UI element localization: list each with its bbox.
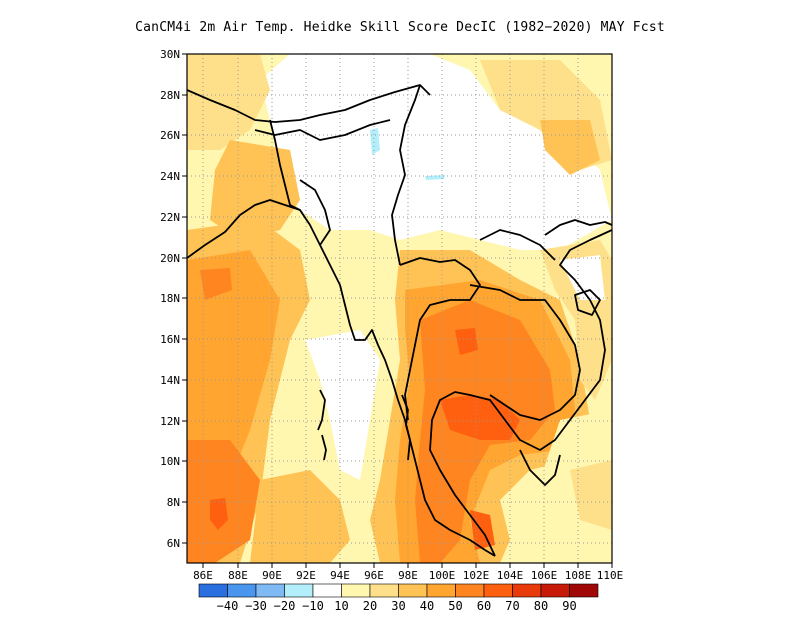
lat-labels: 6N 8N 10N 12N 14N 16N 18N 20N 22N 24N 26…: [160, 48, 180, 550]
lon-label: 106E: [531, 569, 558, 582]
coastlines-borders: [187, 84, 612, 557]
map-title: CanCM4i 2m Air Temp. Heidke Skill Score …: [135, 20, 665, 35]
lon-label: 96E: [364, 569, 384, 582]
colorbar-swatch: [483, 583, 513, 598]
colorbar-swatch: [398, 583, 428, 598]
colorbar-swatch: [540, 583, 570, 598]
lon-label: 98E: [398, 569, 418, 582]
lon-label: 110E: [597, 569, 624, 582]
colorbar-swatch: [569, 583, 599, 598]
colorbar-label: 20: [363, 599, 377, 613]
lon-label: 92E: [296, 569, 316, 582]
lat-label: 18N: [160, 292, 180, 305]
colorbar-label: 80: [534, 599, 548, 613]
lon-label: 108E: [565, 569, 592, 582]
lon-label: 94E: [330, 569, 350, 582]
lon-label: 86E: [193, 569, 213, 582]
colorbar-label: −30: [245, 599, 267, 613]
lat-label: 30N: [160, 48, 180, 61]
colorbar-label: 70: [505, 599, 519, 613]
colorbar-swatch: [312, 583, 342, 598]
lon-label: 88E: [228, 569, 248, 582]
colorbar-label: 30: [391, 599, 405, 613]
lat-label: 8N: [167, 496, 180, 509]
lat-label: 22N: [160, 211, 180, 224]
lon-labels: 86E 88E 90E 92E 94E 96E 98E 100E 102E 10…: [193, 569, 623, 582]
colorbar-label: −40: [217, 599, 239, 613]
colorbar-swatch: [426, 583, 456, 598]
lat-label: 28N: [160, 89, 180, 102]
plot-frame: [186, 53, 613, 564]
map-grid: [187, 54, 612, 563]
colorbar-swatch: [198, 583, 228, 598]
colorbar-swatch: [255, 583, 285, 598]
colorbar-label: −20: [274, 599, 296, 613]
colorbar-label: 10: [334, 599, 348, 613]
colorbar-label: 50: [448, 599, 462, 613]
lat-label: 16N: [160, 333, 180, 346]
colorbar-swatch: [341, 583, 371, 598]
colorbar-label: 90: [562, 599, 576, 613]
colorbar: −40 −30 −20 −10 10 20 30 40 50 60 70 80 90: [198, 583, 599, 613]
lat-label: 14N: [160, 374, 180, 387]
lon-label: 90E: [262, 569, 282, 582]
colorbar-swatch: [284, 583, 314, 598]
lon-label: 102E: [463, 569, 490, 582]
lat-label: 20N: [160, 252, 180, 265]
colorbar-swatch: [369, 583, 399, 598]
skill-field: [187, 54, 612, 563]
lat-label: 10N: [160, 455, 180, 468]
lat-label: 6N: [167, 537, 180, 550]
lon-label: 100E: [429, 569, 456, 582]
colorbar-swatch: [455, 583, 485, 598]
colorbar-swatch: [512, 583, 542, 598]
colorbar-label: 60: [477, 599, 491, 613]
colorbar-swatch: [227, 583, 257, 598]
colorbar-label: 40: [420, 599, 434, 613]
colorbar-label: −10: [302, 599, 324, 613]
lat-label: 26N: [160, 129, 180, 142]
axis-ticks: [182, 53, 613, 568]
lat-label: 12N: [160, 415, 180, 428]
lat-label: 24N: [160, 170, 180, 183]
lon-label: 104E: [497, 569, 524, 582]
